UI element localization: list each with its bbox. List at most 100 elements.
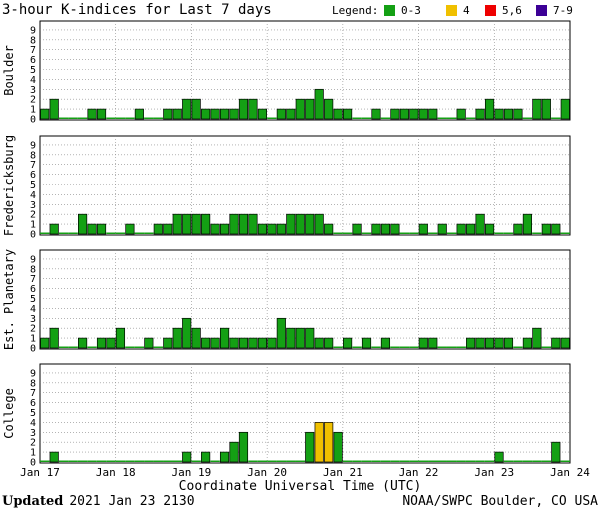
bar xyxy=(68,460,78,462)
bar xyxy=(295,213,305,235)
bar xyxy=(333,346,343,348)
legend-swatch-1 xyxy=(446,5,457,16)
bar xyxy=(257,460,268,462)
bar xyxy=(305,98,315,120)
y-tick-label: 6 xyxy=(30,55,36,66)
y-tick-label: 6 xyxy=(30,398,36,409)
bar xyxy=(560,460,570,462)
chart-title: 3-hour K-indices for Last 7 days xyxy=(2,2,272,18)
bar xyxy=(191,98,201,120)
bar xyxy=(106,337,116,349)
bar xyxy=(49,451,59,463)
bar xyxy=(418,337,428,349)
bar xyxy=(437,346,447,348)
bar xyxy=(229,337,239,349)
bar xyxy=(503,460,514,462)
y-tick-label: 4 xyxy=(30,190,36,201)
y-tick-label: 9 xyxy=(30,140,36,151)
bar xyxy=(276,317,286,349)
bar xyxy=(541,223,551,235)
y-tick-label: 0 xyxy=(30,344,36,355)
x-tick-label: Jan 21 xyxy=(323,466,363,479)
bar xyxy=(40,108,50,120)
bar xyxy=(267,460,277,462)
bar xyxy=(342,232,353,234)
footer-updated-value: 2021 Jan 23 2130 xyxy=(69,494,194,509)
x-axis: Jan 17 Jan 18 Jan 19 Jan 20 Jan 21 Jan 22 Jan … xyxy=(20,466,590,479)
bar xyxy=(210,108,220,120)
bar xyxy=(446,117,457,119)
bar xyxy=(267,223,277,235)
panel-frame xyxy=(39,20,571,121)
bar xyxy=(399,232,410,234)
bar xyxy=(257,337,267,349)
panels: 0123456789Boulder0123456789Fredericksbur… xyxy=(2,20,571,469)
x-axis-label: Coordinate Universal Time (UTC) xyxy=(179,479,422,494)
y-tick-label: 5 xyxy=(30,408,36,419)
bar xyxy=(87,223,97,235)
bar xyxy=(361,337,372,349)
y-tick-label: 4 xyxy=(30,304,36,315)
bar xyxy=(182,98,192,120)
x-tick-label: Jan 24 xyxy=(550,466,590,479)
bar xyxy=(428,108,438,120)
bar xyxy=(418,223,428,235)
y-tick-label: 8 xyxy=(30,35,36,46)
bar xyxy=(144,460,154,462)
legend-swatch-2 xyxy=(485,5,496,16)
panel-name: College xyxy=(2,388,16,439)
bar xyxy=(371,108,381,120)
bar xyxy=(380,337,391,349)
bar xyxy=(456,223,466,235)
bar xyxy=(153,223,163,235)
bar xyxy=(475,460,485,462)
bar xyxy=(125,460,135,462)
footer-updated-label: Updated xyxy=(2,494,63,509)
bar xyxy=(153,117,164,119)
bar xyxy=(106,232,116,234)
bar xyxy=(163,223,173,235)
bar xyxy=(238,431,249,463)
bar xyxy=(484,98,495,120)
bar xyxy=(513,460,523,462)
y-tick-label: 0 xyxy=(30,458,36,469)
y-tick-label: 9 xyxy=(30,25,36,36)
bar xyxy=(87,460,97,462)
bar xyxy=(484,337,495,349)
bar xyxy=(68,232,78,234)
bar xyxy=(229,441,239,463)
bar xyxy=(125,346,135,348)
bar xyxy=(219,108,230,120)
legend-swatch-0 xyxy=(384,5,395,16)
bar xyxy=(305,213,315,235)
bar xyxy=(475,108,485,120)
y-tick-label: 9 xyxy=(30,368,36,379)
legend-entry-2: 5,6 xyxy=(502,4,522,17)
bar xyxy=(305,327,315,349)
bar xyxy=(96,337,107,349)
bar xyxy=(305,431,315,463)
bar xyxy=(390,460,400,462)
bar xyxy=(409,108,419,120)
bar xyxy=(361,117,372,119)
bar xyxy=(87,346,97,348)
bar xyxy=(324,223,334,235)
bar xyxy=(409,232,419,234)
x-tick-label: Jan 17 xyxy=(20,466,60,479)
bar xyxy=(115,327,126,349)
bar xyxy=(219,223,230,235)
bar xyxy=(324,337,334,349)
bar xyxy=(238,337,249,349)
bar xyxy=(106,117,116,119)
bar xyxy=(342,460,353,462)
panel-name: Fredericksburg xyxy=(2,135,16,236)
bar xyxy=(352,223,362,235)
bar xyxy=(238,213,249,235)
y-tick-label: 0 xyxy=(30,230,36,241)
bar xyxy=(115,232,126,234)
bar xyxy=(522,213,532,235)
legend-entry-1: 4 xyxy=(463,4,470,17)
